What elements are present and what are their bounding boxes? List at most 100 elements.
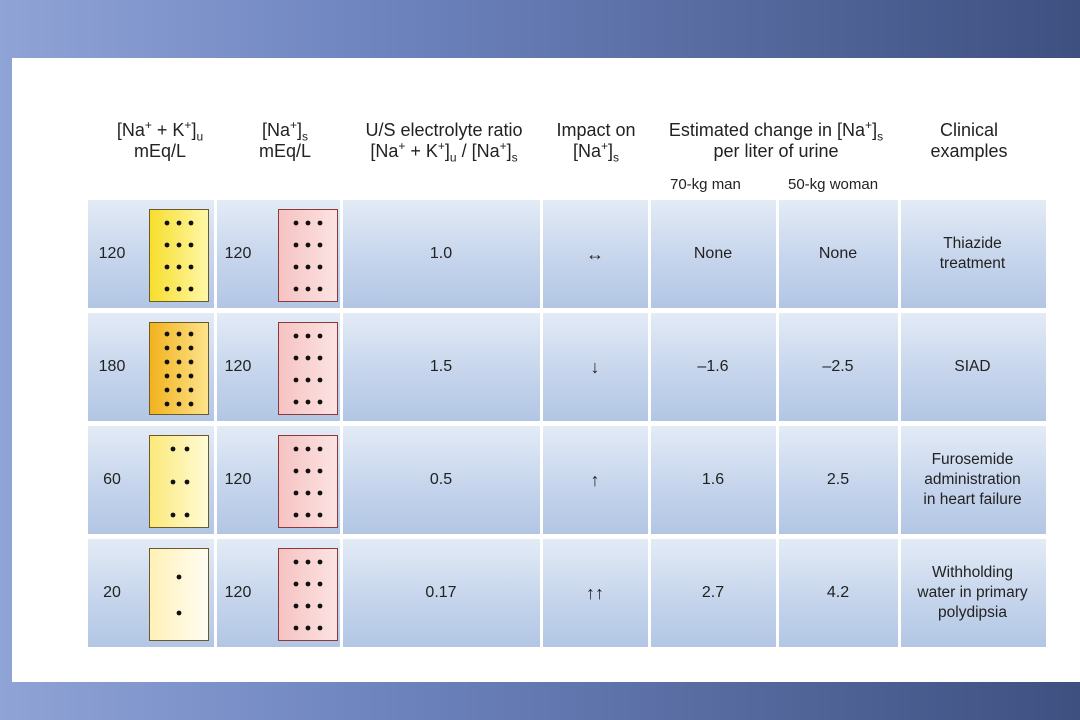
- ion-dot: [317, 264, 323, 270]
- ion-dot: [293, 490, 299, 496]
- impact-arrow: ↑: [590, 470, 600, 490]
- change-70kg-man: None: [693, 245, 733, 262]
- ion-dot: [176, 286, 182, 292]
- clinical-example-line: in heart failure: [923, 491, 1022, 508]
- ion-dot: [176, 401, 182, 407]
- serum-concentration-value: 120: [224, 245, 252, 262]
- ion-dot: [188, 359, 194, 365]
- serum-sodium-box: [278, 548, 338, 641]
- ion-dot: [317, 559, 323, 565]
- ion-dot: [305, 581, 311, 587]
- change-70kg-man: 2.7: [701, 584, 725, 601]
- ion-dot: [317, 242, 323, 248]
- ion-dot: [305, 220, 311, 226]
- ion-dot: [176, 574, 182, 580]
- ion-dot: [170, 446, 176, 452]
- ion-dot: [317, 355, 323, 361]
- ion-dot: [176, 373, 182, 379]
- ion-dot: [170, 512, 176, 518]
- column-divider: [648, 200, 651, 647]
- ion-dot: [164, 387, 170, 393]
- ion-dot: [305, 446, 311, 452]
- serum-sodium-box: [278, 435, 338, 528]
- ion-dot: [305, 333, 311, 339]
- sodium-table: 120 120 1.0 ↔ None None Thiazide treatment 180 12…: [88, 200, 1046, 647]
- ion-dot: [164, 345, 170, 351]
- clinical-example-line: Furosemide: [931, 451, 1014, 468]
- clinical-example: Thiazide treatment: [899, 200, 1046, 308]
- ion-dot: [305, 377, 311, 383]
- ion-dot: [164, 220, 170, 226]
- ion-dot: [188, 401, 194, 407]
- change-50kg-woman: None: [818, 245, 858, 262]
- ion-dot: [176, 264, 182, 270]
- clinical-example-text: SIAD: [954, 357, 990, 377]
- ion-dot: [293, 355, 299, 361]
- urine-electrolyte-box: [149, 209, 209, 302]
- slide: [Na+ + K+]u mEq/L [Na+]s mEq/L U/S elect…: [12, 58, 1080, 682]
- ion-dot: [176, 331, 182, 337]
- header-us-ratio: U/S electrolyte ratio [Na+ + K+]u / [Na+…: [365, 120, 523, 165]
- ion-dot: [317, 377, 323, 383]
- ion-dot: [188, 331, 194, 337]
- serum-concentration-value: 120: [224, 584, 252, 601]
- change-70kg-man: 1.6: [701, 471, 725, 488]
- ion-dot: [305, 286, 311, 292]
- ion-dot: [293, 625, 299, 631]
- urine-electrolyte-box: [149, 322, 209, 415]
- ion-dot: [317, 399, 323, 405]
- clinical-example-line: treatment: [939, 255, 1006, 272]
- ion-dot: [188, 242, 194, 248]
- clinical-example: SIAD: [899, 313, 1046, 421]
- ion-dot: [164, 359, 170, 365]
- column-divider: [898, 200, 901, 647]
- header-clinical-examples: Clinical examples: [930, 120, 1008, 161]
- dot-pattern: [176, 574, 182, 616]
- dot-pattern: [293, 559, 323, 631]
- ion-dot: [317, 446, 323, 452]
- ion-dot: [176, 610, 182, 616]
- ion-dot: [317, 625, 323, 631]
- clinical-example-line: water in primary: [917, 584, 1028, 601]
- ion-dot: [164, 401, 170, 407]
- ion-dot: [164, 286, 170, 292]
- ion-dot: [188, 220, 194, 226]
- ion-dot: [188, 264, 194, 270]
- ion-dot: [176, 359, 182, 365]
- column-divider: [540, 200, 543, 647]
- ion-dot: [317, 603, 323, 609]
- urine-electrolyte-box: [149, 548, 209, 641]
- ion-dot: [305, 399, 311, 405]
- ion-dot: [305, 603, 311, 609]
- clinical-example-line: administration: [924, 471, 1021, 488]
- us-ratio-value: 1.0: [429, 245, 453, 262]
- subheader-70kg-man: 70-kg man: [670, 176, 741, 193]
- ion-dot: [293, 559, 299, 565]
- ion-dot: [188, 387, 194, 393]
- dot-pattern: [293, 446, 323, 518]
- header-serum-concentration: [Na+]s mEq/L: [258, 118, 312, 161]
- dot-pattern: [293, 220, 323, 292]
- clinical-example: Withholding water in primary polydipsia: [899, 539, 1046, 647]
- serum-concentration-value: 120: [224, 471, 252, 488]
- ion-dot: [164, 331, 170, 337]
- ion-dot: [184, 446, 190, 452]
- ion-dot: [293, 242, 299, 248]
- dot-pattern: [164, 220, 194, 292]
- subheader-50kg-woman: 50-kg woman: [788, 176, 879, 193]
- ion-dot: [317, 581, 323, 587]
- impact-arrow: ↔: [586, 244, 604, 264]
- ion-dot: [305, 355, 311, 361]
- ion-dot: [305, 242, 311, 248]
- us-ratio-value: 0.17: [425, 584, 457, 601]
- serum-concentration-value: 120: [224, 358, 252, 375]
- urine-concentration-value: 180: [98, 358, 126, 375]
- clinical-example: Furosemide administration in heart failure: [899, 426, 1046, 534]
- change-50kg-woman: 2.5: [826, 471, 850, 488]
- column-divider: [776, 200, 779, 647]
- ion-dot: [164, 373, 170, 379]
- serum-sodium-box: [278, 322, 338, 415]
- column-divider: [340, 200, 343, 647]
- change-50kg-woman: –2.5: [822, 358, 854, 375]
- clinical-example-text: Withholding water in primary polydipsia: [917, 563, 1027, 623]
